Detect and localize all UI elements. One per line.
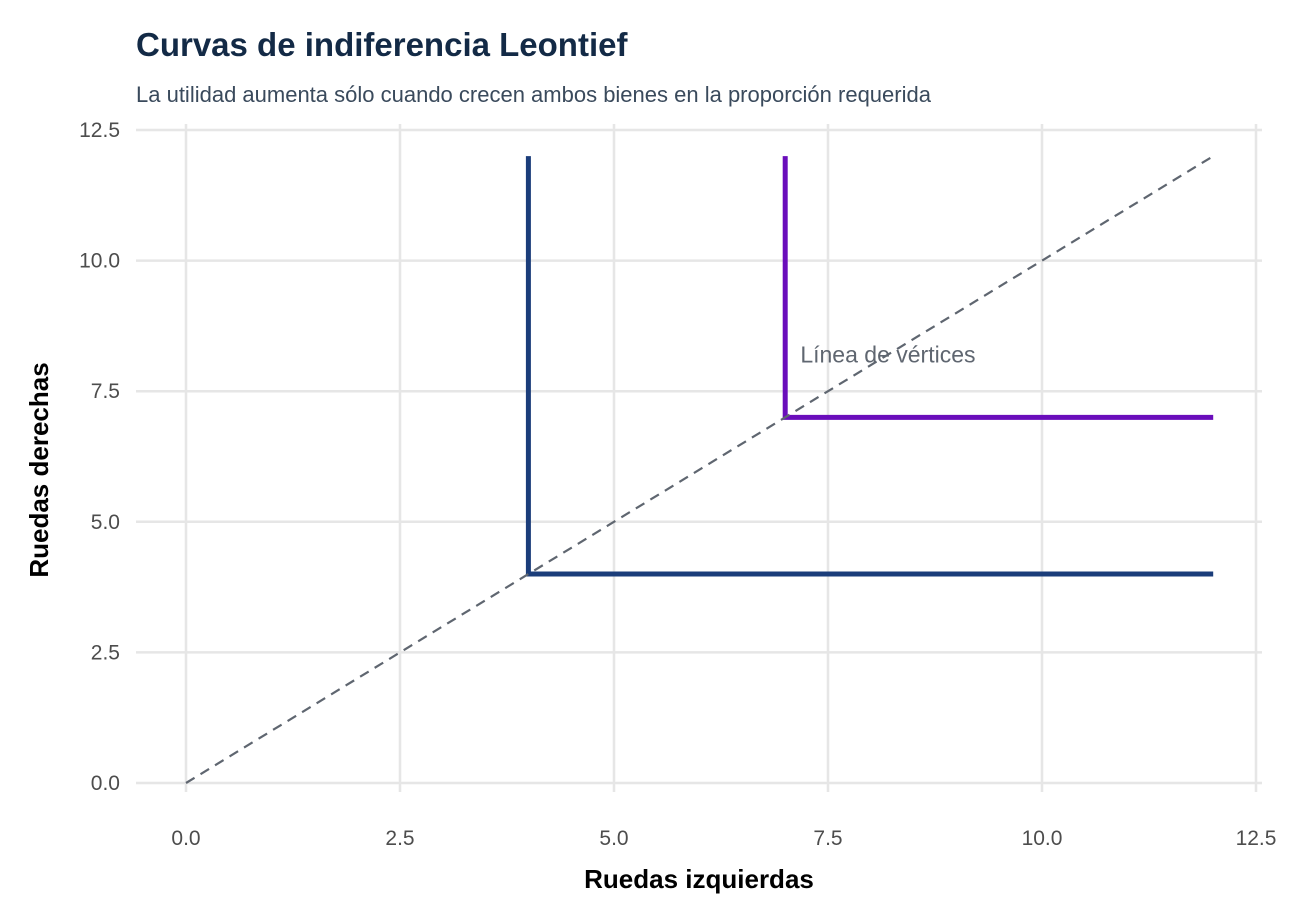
x-axis-label: Ruedas izquierdas [584, 864, 814, 894]
series-layer [185, 155, 1214, 784]
y-tick-label: 0.0 [91, 772, 120, 795]
series-line-vertex-line [185, 155, 1214, 784]
grid [136, 124, 1262, 792]
series-line-u1 [525, 156, 1214, 577]
chart-subtitle: La utilidad aumenta sólo cuando crecen a… [136, 82, 932, 107]
y-axis-label: Ruedas derechas [24, 362, 54, 577]
x-tick-label: 0.0 [171, 827, 200, 850]
x-tick-labels: 0.0 2.5 5.0 7.5 10.0 12.5 [171, 827, 1276, 850]
x-tick-label: 5.0 [599, 827, 628, 850]
y-tick-label: 5.0 [91, 511, 120, 534]
x-tick-label: 12.5 [1236, 827, 1277, 850]
y-tick-label: 10.0 [79, 250, 120, 273]
x-tick-label: 7.5 [813, 827, 842, 850]
y-tick-label: 12.5 [79, 119, 120, 142]
annotations: Línea de vértices [800, 342, 975, 368]
x-tick-label: 10.0 [1022, 827, 1063, 850]
x-tick-label: 2.5 [385, 827, 414, 850]
chart-title: Curvas de indiferencia Leontief [136, 26, 628, 63]
y-tick-labels: 0.0 2.5 5.0 7.5 10.0 12.5 [79, 119, 120, 795]
annotation-label: Línea de vértices [800, 342, 975, 368]
y-tick-label: 2.5 [91, 641, 120, 664]
y-tick-label: 7.5 [91, 380, 120, 403]
